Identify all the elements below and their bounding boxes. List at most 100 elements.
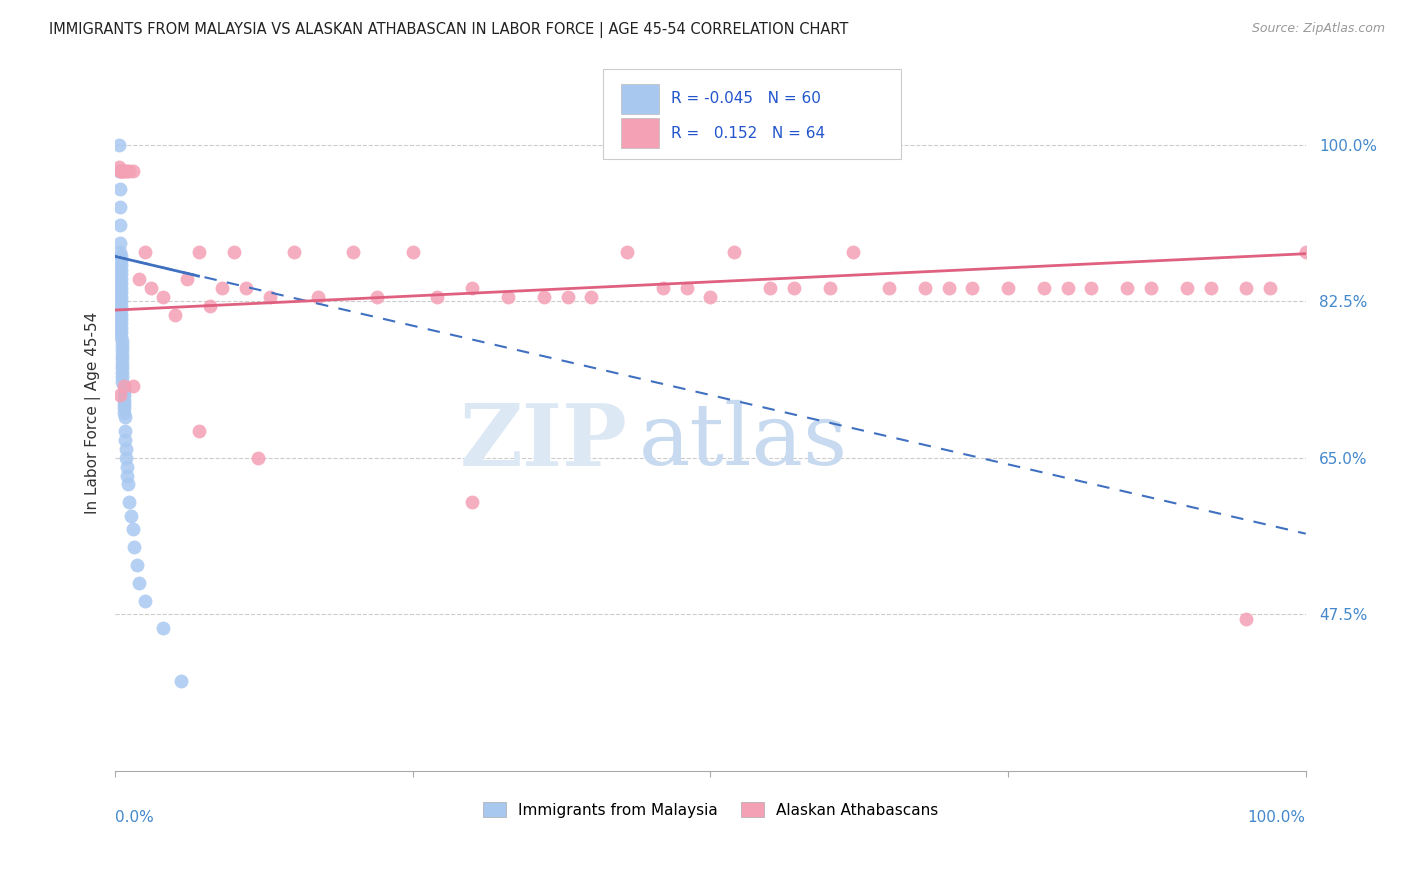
Point: [962, 281, 984, 295]
Point: [110, 277, 132, 291]
Point: [842, 244, 865, 259]
Point: [426, 290, 449, 304]
Text: Source: ZipAtlas.com: Source: ZipAtlas.com: [1251, 22, 1385, 36]
Text: R =   0.152   N = 64: R = 0.152 N = 64: [671, 126, 825, 141]
Point: [651, 281, 673, 295]
Point: [1295, 244, 1317, 259]
Point: [1175, 281, 1198, 295]
Point: [1140, 281, 1163, 295]
Point: [139, 281, 162, 295]
Point: [110, 164, 132, 178]
Point: [134, 593, 156, 607]
Point: [120, 508, 142, 523]
Point: [759, 281, 782, 295]
Point: [112, 397, 135, 411]
Point: [115, 164, 138, 178]
Point: [1080, 281, 1102, 295]
Point: [110, 317, 132, 331]
Point: [111, 366, 134, 380]
Point: [1234, 612, 1257, 626]
Text: IMMIGRANTS FROM MALAYSIA VS ALASKAN ATHABASCAN IN LABOR FORCE | AGE 45-54 CORREL: IMMIGRANTS FROM MALAYSIA VS ALASKAN ATHA…: [49, 22, 849, 38]
Point: [581, 290, 603, 304]
Point: [107, 137, 129, 152]
Point: [914, 281, 936, 295]
Point: [115, 459, 138, 474]
Point: [118, 164, 141, 178]
Point: [134, 244, 156, 259]
Point: [342, 244, 364, 259]
Point: [110, 303, 132, 318]
Point: [111, 361, 134, 376]
Text: 0.0%: 0.0%: [115, 810, 153, 825]
Point: [169, 674, 191, 689]
Point: [461, 281, 484, 295]
Point: [402, 244, 425, 259]
Point: [723, 244, 745, 259]
Point: [108, 182, 131, 196]
Point: [110, 272, 132, 286]
Point: [110, 267, 132, 281]
Point: [997, 281, 1019, 295]
FancyBboxPatch shape: [621, 84, 659, 114]
Point: [110, 249, 132, 263]
Point: [115, 468, 138, 483]
Point: [307, 290, 329, 304]
Text: ZIP: ZIP: [460, 400, 627, 483]
Point: [125, 558, 148, 572]
Text: R = -0.045   N = 60: R = -0.045 N = 60: [671, 91, 821, 106]
Point: [122, 522, 145, 536]
Point: [115, 450, 138, 465]
Point: [128, 575, 150, 590]
Point: [110, 330, 132, 344]
Point: [110, 312, 132, 326]
Text: 100.0%: 100.0%: [1247, 810, 1306, 825]
Point: [108, 218, 131, 232]
Point: [111, 357, 134, 371]
FancyBboxPatch shape: [603, 70, 901, 159]
Point: [111, 348, 134, 362]
Point: [112, 388, 135, 402]
Point: [818, 281, 841, 295]
Point: [110, 326, 132, 340]
Point: [114, 410, 136, 425]
Point: [108, 164, 131, 178]
Point: [110, 290, 132, 304]
Point: [111, 352, 134, 367]
Point: [112, 406, 135, 420]
Point: [1258, 281, 1281, 295]
Legend: Immigrants from Malaysia, Alaskan Athabascans: Immigrants from Malaysia, Alaskan Athaba…: [477, 796, 945, 824]
Point: [152, 621, 174, 635]
Point: [107, 160, 129, 174]
Point: [211, 281, 233, 295]
Point: [111, 375, 134, 389]
Point: [224, 244, 246, 259]
Point: [108, 388, 131, 402]
Point: [877, 281, 900, 295]
Point: [110, 258, 132, 272]
Point: [110, 262, 132, 277]
Point: [122, 379, 145, 393]
Point: [259, 290, 281, 304]
Point: [111, 164, 134, 178]
Point: [112, 401, 135, 416]
Point: [187, 424, 209, 438]
Point: [115, 442, 138, 456]
Point: [110, 294, 132, 309]
Point: [108, 244, 131, 259]
Point: [557, 290, 579, 304]
Point: [675, 281, 697, 295]
Point: [108, 200, 131, 214]
Point: [187, 244, 209, 259]
Point: [366, 290, 388, 304]
Point: [616, 244, 638, 259]
Point: [1032, 281, 1054, 295]
Point: [114, 433, 136, 447]
Point: [163, 308, 186, 322]
Point: [112, 379, 135, 393]
Point: [110, 299, 132, 313]
Y-axis label: In Labor Force | Age 45-54: In Labor Force | Age 45-54: [86, 312, 101, 514]
Point: [533, 290, 555, 304]
Point: [112, 164, 135, 178]
Point: [107, 164, 129, 178]
FancyBboxPatch shape: [621, 118, 659, 148]
